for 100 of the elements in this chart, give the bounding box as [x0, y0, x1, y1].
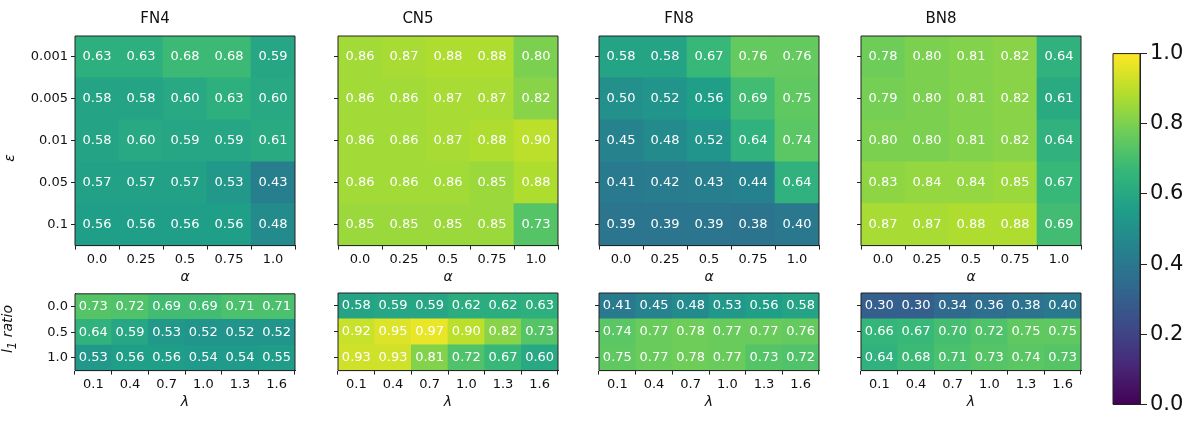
x-tick-label: 0.75	[738, 250, 768, 266]
data-label: 0.45	[639, 297, 669, 313]
data-label: 0.85	[345, 216, 375, 232]
chart-title: CN5	[402, 8, 434, 27]
y-axis-title: ε	[1, 154, 17, 162]
data-label: 0.93	[378, 349, 408, 365]
data-label: 0.56	[82, 216, 112, 232]
color-bar-label: 0.6	[1150, 180, 1184, 205]
data-label: 0.80	[912, 90, 942, 106]
data-label: 0.59	[170, 132, 200, 148]
data-label: 0.75	[782, 90, 812, 106]
data-label: 0.59	[258, 48, 288, 64]
data-label: 0.76	[786, 323, 816, 339]
data-label: 0.68	[170, 48, 200, 64]
data-label: 0.67	[901, 323, 931, 339]
y-tick-label: 0.5	[47, 323, 68, 339]
data-label: 0.57	[126, 174, 156, 190]
x-tick-label: 1.6	[529, 375, 551, 391]
chart-title: FN8	[664, 8, 694, 27]
y-tick-label: 0.0	[47, 297, 68, 313]
x-tick-label: 0.4	[382, 375, 404, 391]
x-tick-label: 1.0	[262, 250, 284, 266]
x-tick-label: 1.3	[229, 375, 251, 391]
data-label: 0.88	[477, 48, 507, 64]
data-label: 0.58	[786, 297, 816, 313]
data-label: 0.41	[606, 174, 636, 190]
x-tick-label: 0.25	[126, 250, 156, 266]
data-label: 0.88	[477, 132, 507, 148]
data-label: 0.45	[606, 132, 636, 148]
x-tick-label: 0.0	[872, 250, 894, 266]
data-label: 0.57	[82, 174, 112, 190]
data-label: 0.71	[938, 349, 968, 365]
data-label: 0.80	[912, 48, 942, 64]
y-tick-label: 0.005	[30, 90, 68, 106]
x-tick-label: 1.0	[716, 375, 738, 391]
data-label: 0.64	[738, 132, 768, 148]
data-label: 0.86	[389, 90, 419, 106]
color-bar-label: 0.2	[1150, 320, 1184, 345]
data-label: 0.62	[451, 297, 481, 313]
x-tick-label: 0.1	[606, 375, 628, 391]
data-label: 0.73	[749, 349, 779, 365]
x-axis-title: λ	[179, 393, 190, 410]
data-label: 0.52	[262, 323, 292, 339]
x-axis-title: λ	[703, 393, 714, 410]
data-label: 0.57	[170, 174, 200, 190]
data-label: 0.81	[956, 132, 986, 148]
data-label: 0.63	[126, 48, 156, 64]
data-label: 0.59	[214, 132, 244, 148]
data-label: 0.72	[451, 349, 481, 365]
data-label: 0.66	[864, 323, 894, 339]
data-label: 0.88	[956, 216, 986, 232]
x-tick-label: 1.6	[790, 375, 812, 391]
data-label: 0.63	[525, 297, 555, 313]
data-label: 0.40	[1048, 297, 1078, 313]
data-label: 0.63	[82, 48, 112, 64]
data-label: 0.88	[433, 48, 463, 64]
data-label: 0.75	[1011, 323, 1041, 339]
data-label: 0.56	[115, 349, 145, 365]
data-label: 0.58	[126, 90, 156, 106]
data-label: 0.81	[415, 349, 445, 365]
data-label: 0.74	[1011, 349, 1041, 365]
data-label: 0.85	[433, 216, 463, 232]
x-tick-label: 0.4	[119, 375, 141, 391]
data-label: 0.88	[1000, 216, 1030, 232]
data-label: 0.84	[912, 174, 942, 190]
data-label: 0.64	[1044, 132, 1074, 148]
data-label: 0.90	[451, 323, 481, 339]
data-label: 0.86	[345, 174, 375, 190]
data-label: 0.39	[650, 216, 680, 232]
data-label: 0.86	[433, 174, 463, 190]
data-label: 0.40	[782, 216, 812, 232]
data-label: 0.61	[258, 132, 288, 148]
data-label: 0.87	[912, 216, 942, 232]
data-label: 0.64	[1044, 48, 1074, 64]
data-label: 0.56	[170, 216, 200, 232]
data-label: 0.82	[521, 90, 551, 106]
x-axis-title: α	[966, 268, 977, 285]
data-label: 0.78	[676, 349, 706, 365]
data-label: 0.64	[78, 323, 108, 339]
x-tick-label: 0.75	[477, 250, 507, 266]
data-label: 0.75	[602, 349, 632, 365]
data-label: 0.77	[712, 349, 742, 365]
x-tick-label: 0.4	[643, 375, 665, 391]
x-tick-label: 1.6	[266, 375, 288, 391]
data-label: 0.30	[864, 297, 894, 313]
data-label: 0.88	[521, 174, 551, 190]
y-tick-label: 1.0	[47, 349, 68, 365]
data-label: 0.87	[477, 90, 507, 106]
x-tick-label: 0.7	[156, 375, 178, 391]
data-label: 0.60	[170, 90, 200, 106]
x-tick-label: 0.75	[214, 250, 244, 266]
data-label: 0.76	[782, 48, 812, 64]
x-tick-label: 1.0	[786, 250, 808, 266]
color-bar-label: 0.8	[1150, 110, 1184, 135]
y-tick-label: 0.05	[39, 174, 68, 190]
data-label: 0.34	[938, 297, 968, 313]
data-label: 0.56	[694, 90, 724, 106]
data-label: 0.36	[974, 297, 1004, 313]
data-label: 0.83	[868, 174, 898, 190]
data-label: 0.78	[676, 323, 706, 339]
